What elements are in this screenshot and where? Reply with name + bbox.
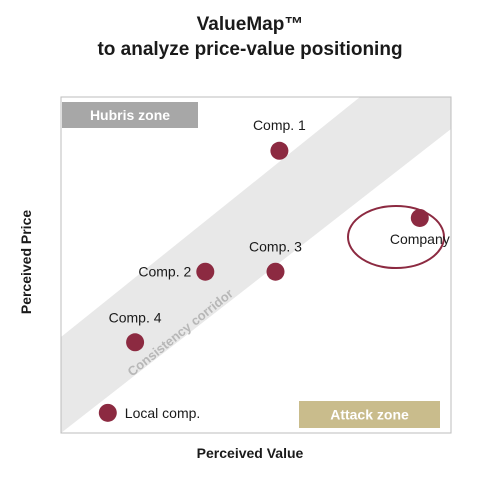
point-marker-comp-1 <box>270 141 289 160</box>
y-axis-label: Perceived Price <box>18 209 34 315</box>
chart-subtitle: to analyze price-value positioning <box>97 39 403 60</box>
point-label-comp-1: Comp. 1 <box>253 117 306 133</box>
hubris-zone-label: Hubris zone <box>90 107 170 123</box>
point-label-comp-3: Comp. 3 <box>249 239 302 255</box>
attack-zone-box <box>299 401 440 428</box>
data-points: Comp. 1 Company Comp. 3 Comp. 2 Comp. 4 Local… <box>98 117 450 422</box>
point-marker-comp-2 <box>196 262 215 281</box>
point-label-local-comp: Local comp. <box>125 405 200 421</box>
point-marker-comp-4 <box>126 333 145 352</box>
x-axis-label: Perceived Value <box>196 445 304 461</box>
point-marker-comp-3 <box>266 262 285 281</box>
point-label-comp-2: Comp. 2 <box>138 264 191 280</box>
point-label-comp-4: Comp. 4 <box>109 309 162 325</box>
chart-title-block: ValueMap™ to analyze price-value positio… <box>0 12 500 62</box>
chart-title: ValueMap™ <box>196 14 304 35</box>
consistency-corridor-band <box>61 97 451 433</box>
attack-zone-label: Attack zone <box>330 407 409 423</box>
point-marker-company <box>410 208 429 227</box>
company-highlight-ellipse <box>347 205 445 269</box>
point-marker-local-comp <box>98 403 117 422</box>
plot-frame <box>60 96 452 434</box>
hubris-zone-box <box>62 102 198 128</box>
point-label-company: Company <box>390 231 450 247</box>
